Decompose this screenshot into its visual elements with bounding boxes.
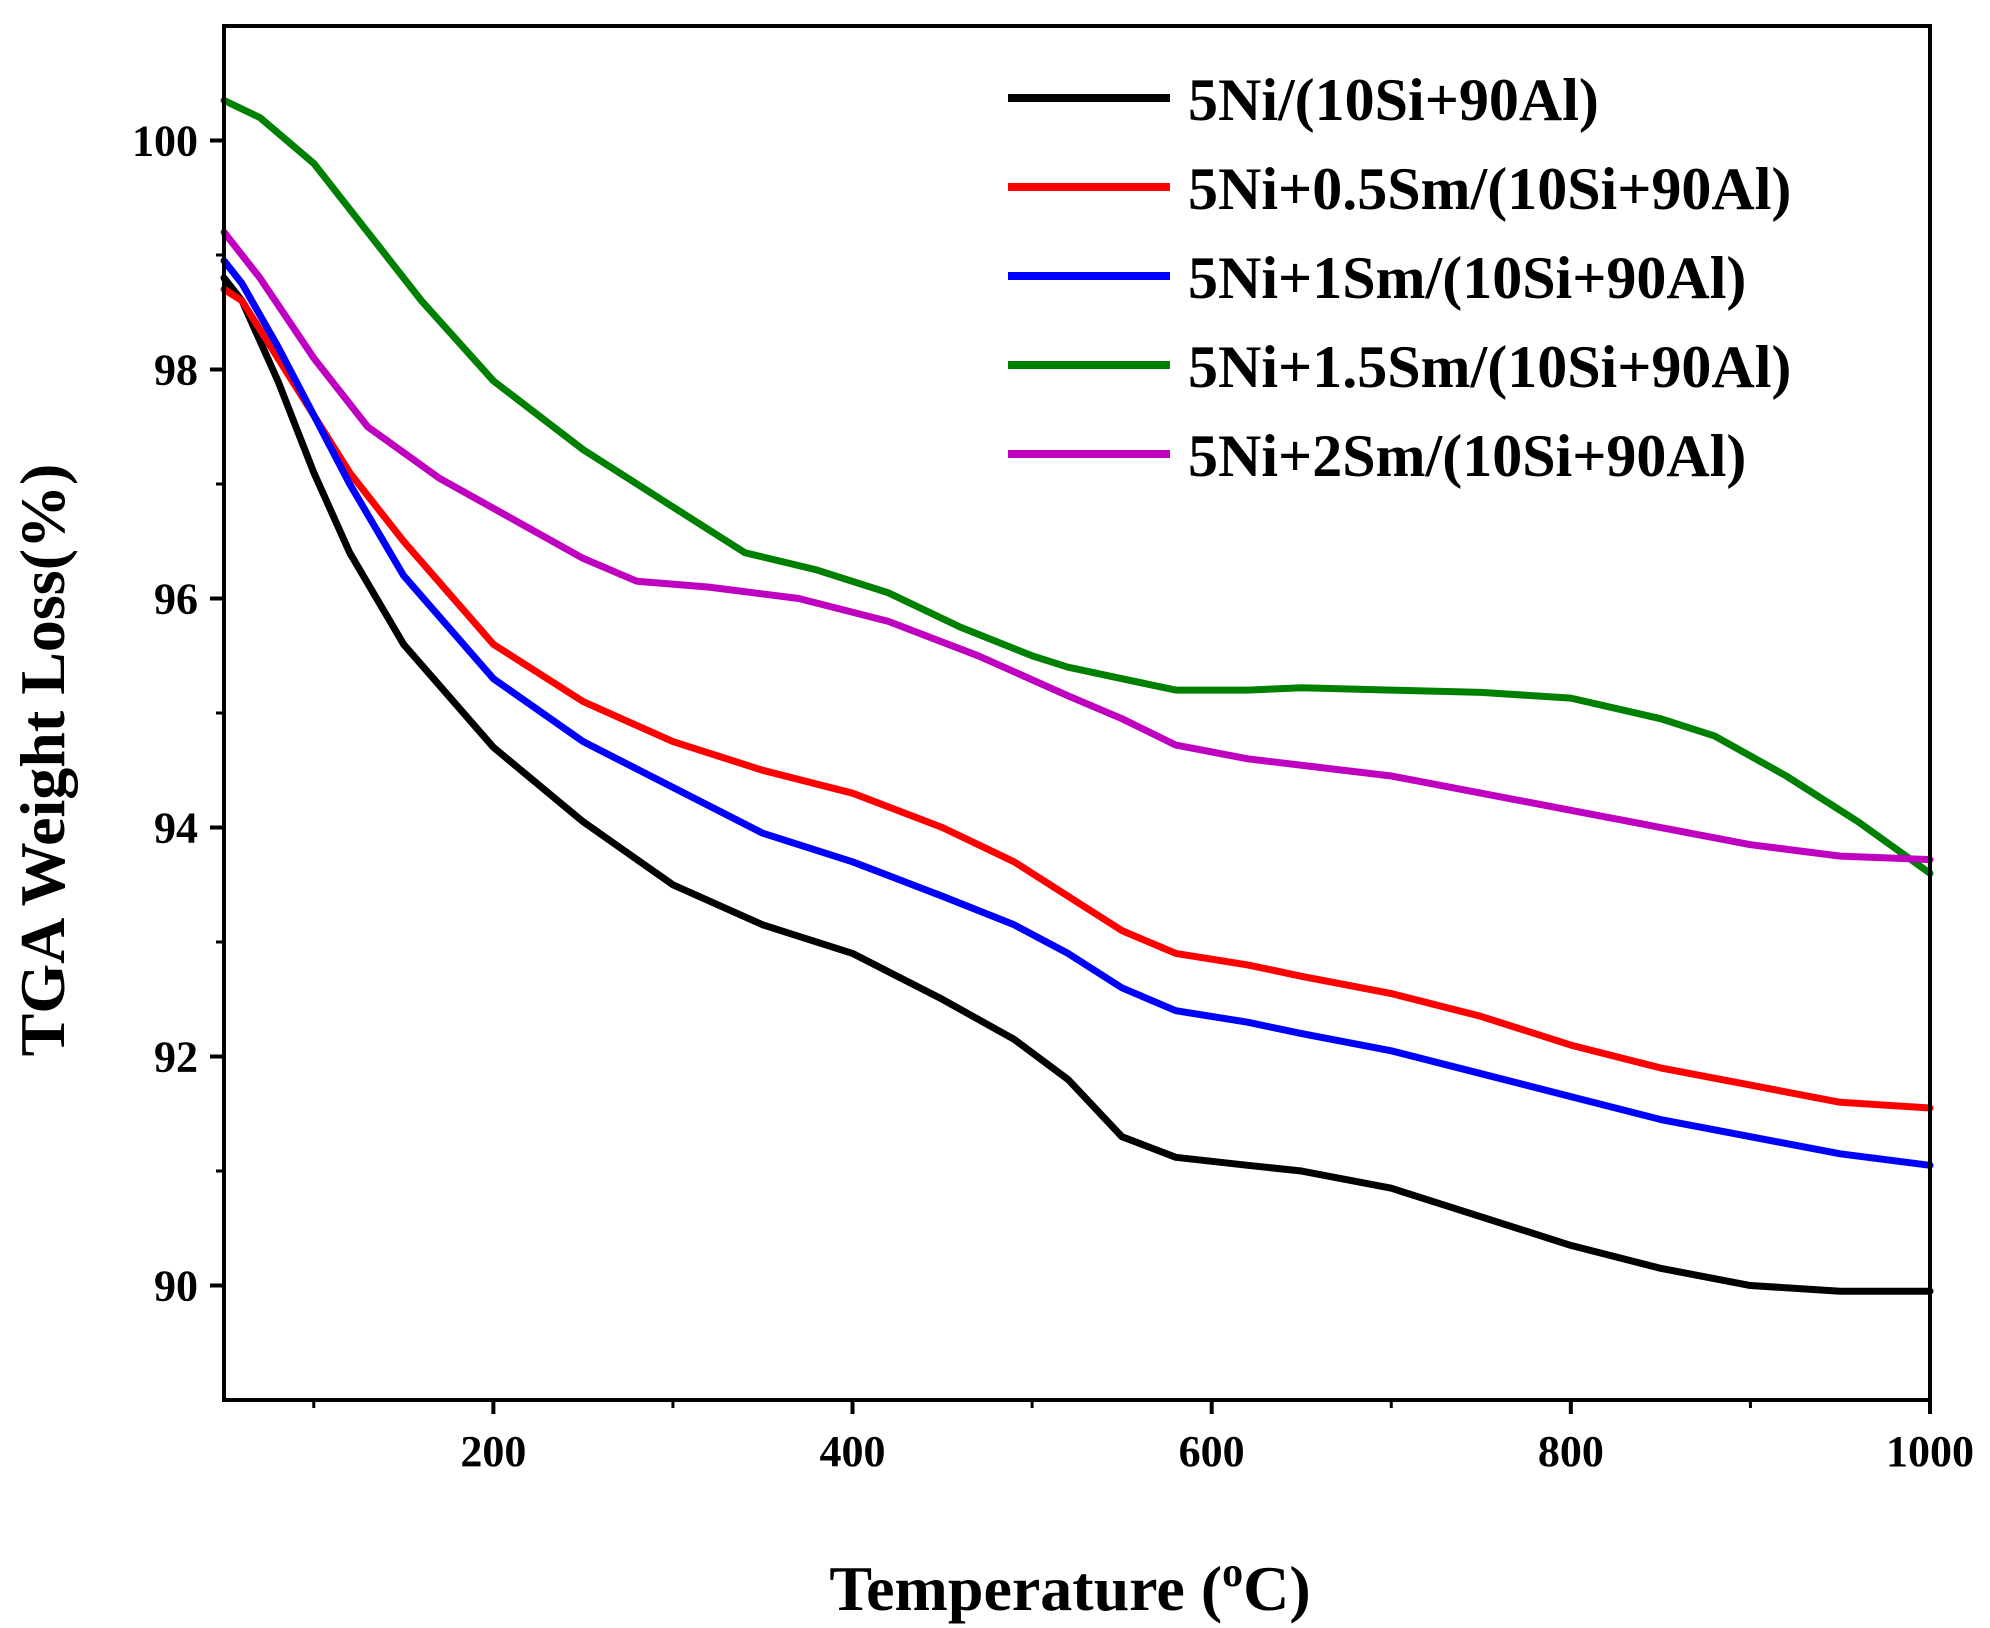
series-line-3 [220, 257, 1934, 1169]
x-tick-label: 1000 [1886, 1427, 1974, 1476]
y-tick-label: 90 [154, 1262, 198, 1311]
x-tick-label: 800 [1538, 1427, 1604, 1476]
legend-label-4: 5Ni+1.5Sm/(10Si+90Al) [1188, 334, 1791, 400]
x-axis-title-superscript: o [1222, 1550, 1243, 1596]
x-tick-label: 200 [460, 1427, 526, 1476]
legend-label-3: 5Ni+1Sm/(10Si+90Al) [1188, 245, 1746, 311]
legend-label-2: 5Ni+0.5Sm/(10Si+90Al) [1188, 156, 1791, 222]
y-axis-ticks: 90 92 94 96 98 100 [132, 117, 224, 1311]
x-axis-title-main: Temperature ( [829, 1553, 1222, 1624]
y-tick-label: 98 [154, 346, 198, 395]
x-axis-ticks: 200 400 600 800 1000 [460, 1400, 1974, 1476]
legend-label-1: 5Ni/(10Si+90Al) [1188, 67, 1599, 133]
series-line-2 [220, 285, 1934, 1112]
y-tick-label: 96 [154, 575, 198, 624]
series-layer [220, 96, 1934, 1295]
series-line-4 [220, 96, 1934, 877]
y-tick-label: 92 [154, 1033, 198, 1082]
x-tick-label: 400 [820, 1427, 886, 1476]
x-tick-label: 600 [1179, 1427, 1245, 1476]
plot-frame [222, 24, 1932, 1402]
legend-label-5: 5Ni+2Sm/(10Si+90Al) [1188, 423, 1746, 489]
x-axis-title-unit: C) [1243, 1553, 1311, 1624]
x-axis-title: Temperature (oC) [829, 1550, 1310, 1624]
y-axis-title: TGA Weight Loss(%) [7, 464, 78, 1057]
series-line-1 [220, 274, 1934, 1295]
series-line-5 [220, 228, 1934, 864]
legend: 5Ni/(10Si+90Al) 5Ni+0.5Sm/(10Si+90Al) 5Ni+… [1008, 67, 1791, 489]
y-tick-label: 100 [132, 117, 198, 166]
y-tick-label: 94 [154, 804, 198, 853]
